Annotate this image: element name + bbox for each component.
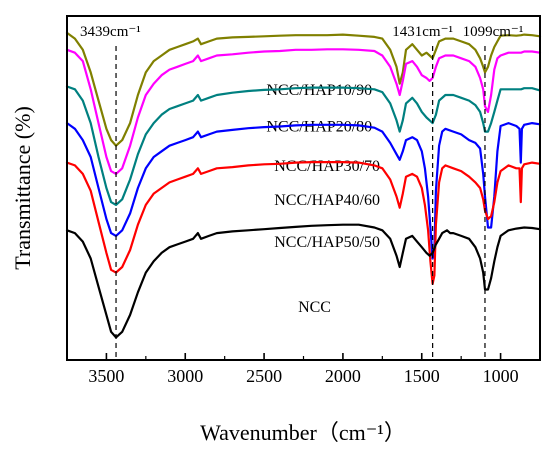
series-label-6: NCC <box>298 299 331 316</box>
series-label-5: NCC/HAP50/50 <box>274 234 380 251</box>
series-line-4 <box>65 122 542 260</box>
x-tick-label-2: 3000 <box>167 366 203 386</box>
x-axis-label: Wavenumber（cm⁻¹） <box>200 420 406 445</box>
x-tick-label-4: 2000 <box>325 366 361 386</box>
annotation-label-1: 3439cm⁻¹ <box>80 24 141 40</box>
x-tick-label-1: 3500 <box>88 366 124 386</box>
series-line-5 <box>65 161 542 285</box>
series-label-4: NCC/HAP40/60 <box>274 192 380 209</box>
x-tick-label-3: 2500 <box>246 366 282 386</box>
x-axis: 3500 3000 2500 2000 1500 1000 <box>88 353 519 386</box>
annotation-layer: 3439cm⁻¹ 1431cm⁻¹ 1099cm⁻¹ <box>80 24 523 360</box>
series-line-2 <box>65 48 542 175</box>
x-tick-label-6: 1000 <box>483 366 519 386</box>
series-label-2: NCC/HAP20/80 <box>266 119 372 136</box>
series-line-6 <box>65 223 542 339</box>
series-line-3 <box>65 85 542 206</box>
y-axis-label: Transmittance (%) <box>10 106 35 270</box>
annotation-label-3: 1099cm⁻¹ <box>463 24 524 40</box>
series-label-3: NCC/HAP30/70 <box>274 158 380 175</box>
series-line-1 <box>65 31 542 147</box>
x-tick-label-5: 1500 <box>404 366 440 386</box>
series-label-1: NCC/HAP10/90 <box>266 82 372 99</box>
series-layer: NCC/HAP10/90 NCC/HAP20/80 NCC/HAP30/70 NCC/… <box>65 31 542 339</box>
annotation-label-2: 1431cm⁻¹ <box>392 24 453 40</box>
